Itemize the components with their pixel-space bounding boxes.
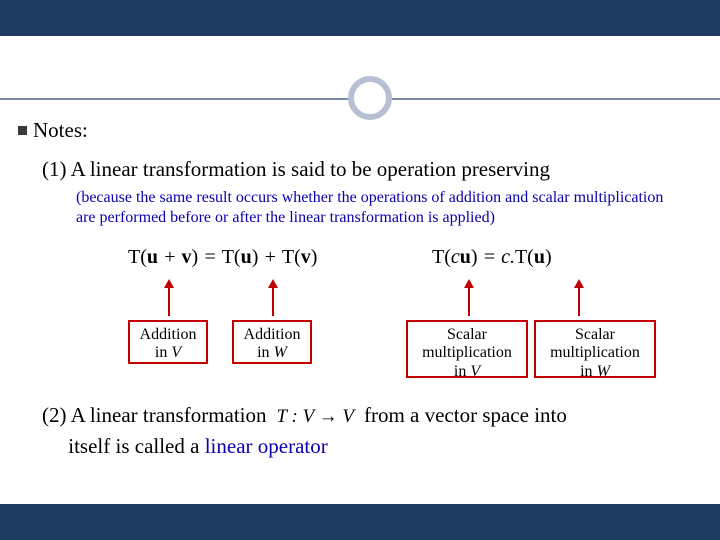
content-area: Notes: (1) A linear transformation is sa…	[18, 118, 702, 461]
arrow-icon	[578, 286, 580, 316]
box-line: in V	[454, 363, 480, 380]
box-scalar-v: Scalar multiplication in V	[406, 320, 528, 378]
boxes-row: Addition in V Addition in W Scalar multi…	[76, 320, 702, 384]
arrow-icon	[272, 286, 274, 316]
box-line: Addition	[244, 326, 301, 343]
box-line: multiplication	[550, 344, 640, 361]
sub-note: (because the same result occurs whether …	[76, 188, 672, 228]
box-line: Scalar	[447, 326, 487, 343]
notes-label: Notes:	[33, 118, 88, 142]
box-addition-w: Addition in W	[232, 320, 312, 364]
box-line: in W	[257, 344, 287, 361]
arrow-icon	[168, 286, 170, 316]
p2-formula: T : V → V	[272, 406, 359, 427]
point-1-text: (1) A linear transformation is said to b…	[42, 157, 702, 182]
bottom-bar	[0, 504, 720, 540]
p2-part-a: (2) A linear transformation	[42, 403, 272, 427]
formula-scalar: T(cu) = c.T(u)	[432, 246, 552, 269]
arrow-icon	[468, 286, 470, 316]
p2-part-b: from a vector space into	[364, 403, 567, 427]
box-line: in V	[155, 344, 181, 361]
box-line: Addition	[140, 326, 197, 343]
notes-heading: Notes:	[18, 118, 702, 143]
circle-ornament	[348, 76, 392, 120]
box-line: Scalar	[575, 326, 615, 343]
box-line: in W	[580, 363, 610, 380]
p2-linear-operator: linear operator	[205, 434, 328, 458]
bullet-icon	[18, 126, 27, 135]
p2-part-c: itself is called a	[68, 434, 204, 458]
formulas-row: T(u + v) = T(u) + T(v) T(cu) = c.T(u)	[76, 246, 702, 274]
formula-addition: T(u + v) = T(u) + T(v)	[128, 246, 317, 269]
top-bar	[0, 0, 720, 36]
arrows-row	[76, 284, 702, 320]
box-scalar-w: Scalar multiplication in W	[534, 320, 656, 378]
box-line: multiplication	[422, 344, 512, 361]
point-2-text: (2) A linear transformation T : V → V fr…	[42, 400, 702, 461]
box-addition-v: Addition in V	[128, 320, 208, 364]
